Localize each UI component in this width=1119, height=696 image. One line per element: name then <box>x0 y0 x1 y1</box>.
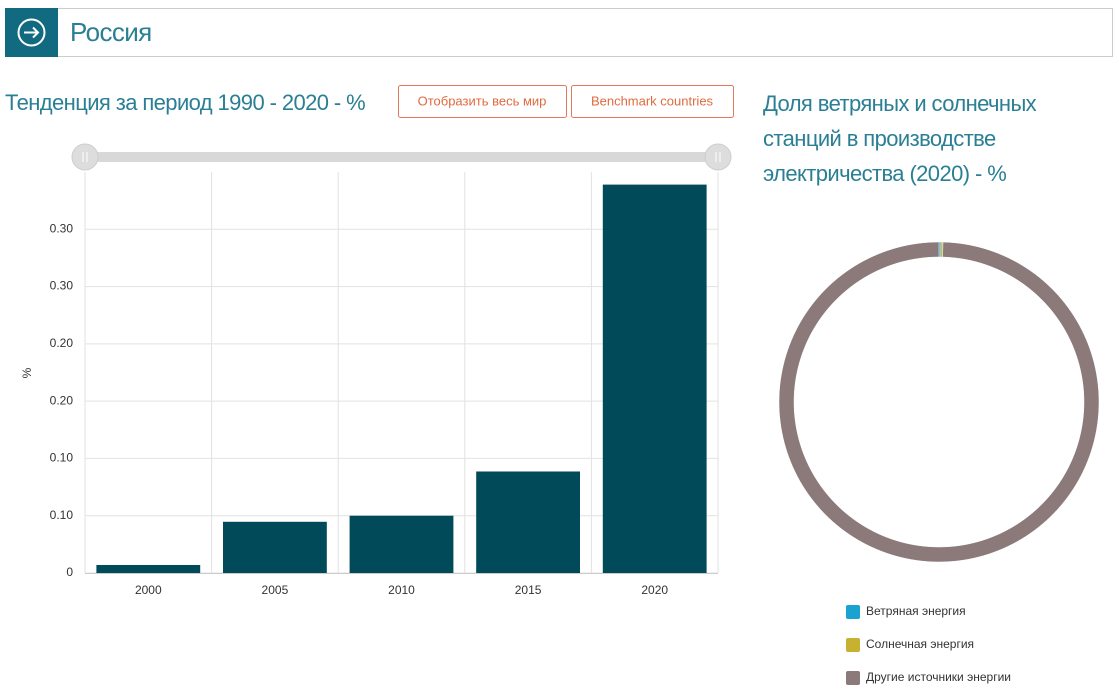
y-tick-label: 0.20 <box>50 393 74 407</box>
chart-title: Тенденция за период 1990 - 2020 - % <box>5 90 365 115</box>
button-label[interactable]: Benchmark countries <box>591 93 714 108</box>
arrow-circle <box>17 18 46 47</box>
y-tick-label: 0.30 <box>50 221 74 235</box>
header-title: Россия <box>70 17 152 47</box>
x-tick-label: 2015 <box>515 583 542 597</box>
button-label[interactable]: Отобразить весь мир <box>418 93 547 108</box>
legend-swatch <box>846 605 860 619</box>
y-tick-label: 0.30 <box>50 279 74 293</box>
donut-slice <box>778 241 1100 563</box>
bar <box>476 471 581 573</box>
bar <box>222 521 327 573</box>
bar <box>96 564 201 573</box>
handle-grip <box>82 152 721 162</box>
range-slider[interactable] <box>85 152 718 162</box>
button-box[interactable] <box>571 85 734 118</box>
legend-swatch <box>846 638 860 652</box>
button[interactable]: Отобразить весь мир <box>398 85 567 118</box>
slider-handle[interactable] <box>704 143 732 171</box>
y-tick-label: 0 <box>66 565 73 579</box>
y-tick-label: 0.20 <box>50 336 74 350</box>
header-box <box>5 8 1113 57</box>
arrow <box>24 26 40 39</box>
legend-label: Другие источники энергии <box>866 670 1011 684</box>
y-tick-label: 0.10 <box>50 508 74 522</box>
bar <box>349 515 454 573</box>
legend-swatch <box>846 671 860 685</box>
slider-handle[interactable] <box>71 143 99 171</box>
y-axis-label: % <box>20 367 34 378</box>
x-tick-label: 2010 <box>388 583 415 597</box>
bar <box>602 184 707 574</box>
button[interactable]: Benchmark countries <box>571 85 734 118</box>
button-box[interactable] <box>398 85 567 118</box>
x-tick-label: 2020 <box>641 583 668 597</box>
y-tick-label: 0.10 <box>50 451 74 465</box>
legend-label: Ветряная энергия <box>866 604 966 618</box>
pie-title: Доля ветряных и солнечных станций в прои… <box>763 91 1037 186</box>
x-tick-label: 2000 <box>135 583 162 597</box>
x-tick-label: 2005 <box>262 583 289 597</box>
legend-label: Солнечная энергия <box>866 637 974 651</box>
